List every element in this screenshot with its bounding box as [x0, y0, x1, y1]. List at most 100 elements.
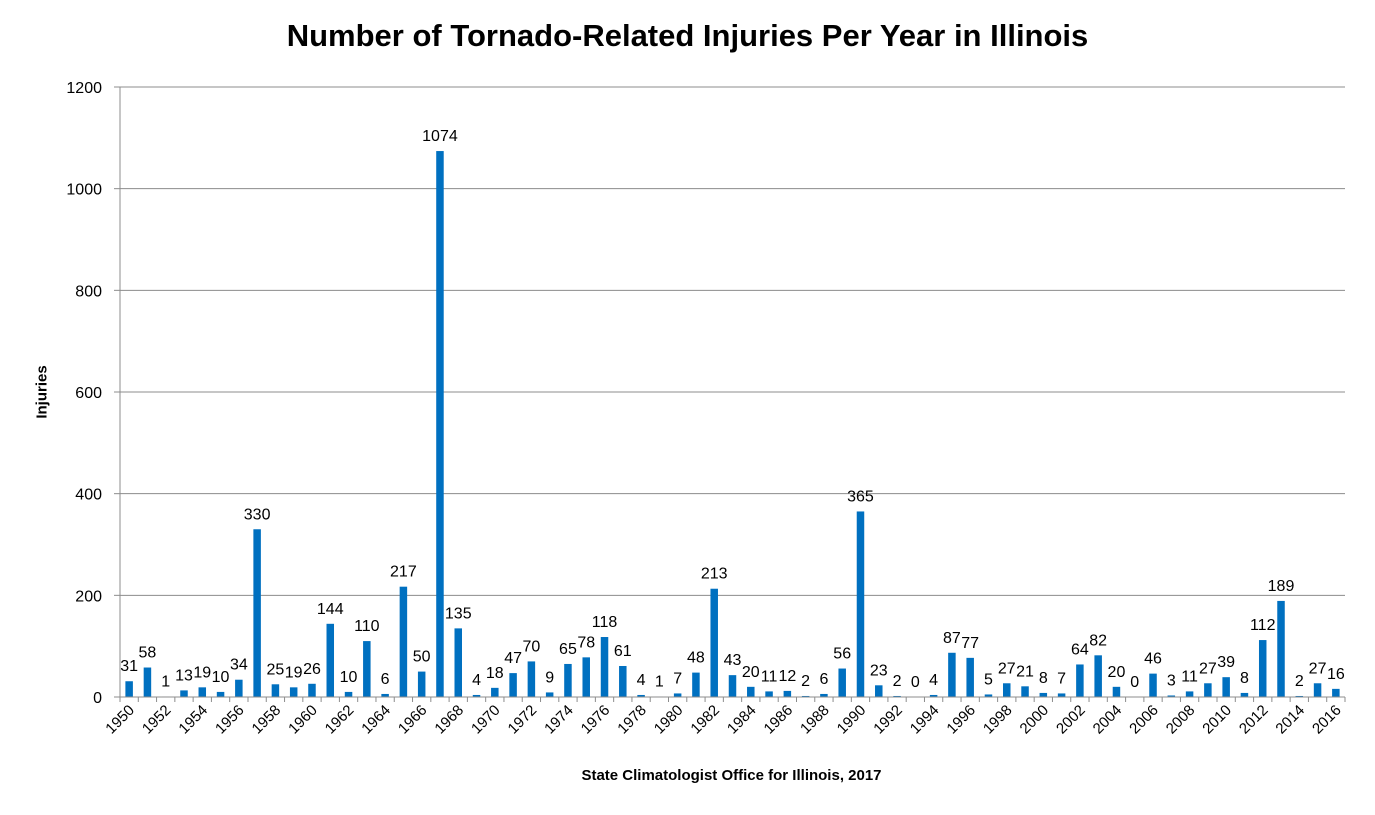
data-label: 8 — [1240, 670, 1249, 687]
x-tick-label: 1982 — [687, 702, 723, 738]
data-label: 1074 — [422, 128, 458, 145]
data-label: 330 — [244, 506, 271, 523]
x-tick-label: 1950 — [102, 702, 138, 738]
data-label: 4 — [472, 672, 481, 689]
bar — [893, 695, 901, 697]
bar — [1167, 695, 1176, 697]
data-label: 20 — [742, 664, 760, 681]
data-label: 27 — [998, 660, 1016, 677]
data-label: 27 — [1309, 660, 1327, 677]
x-tick-label: 1964 — [358, 702, 394, 738]
x-tick-label: 1984 — [724, 702, 760, 738]
y-tick-label: 0 — [93, 690, 102, 707]
x-tick-label: 2000 — [1017, 702, 1053, 738]
bar — [582, 657, 590, 697]
data-label: 12 — [778, 668, 796, 685]
y-tick-label: 200 — [75, 588, 102, 605]
bar — [875, 685, 883, 697]
y-tick-label: 1200 — [66, 80, 102, 97]
data-label: 213 — [701, 566, 728, 583]
data-label: 43 — [724, 652, 742, 669]
bar — [436, 151, 444, 698]
bar — [1094, 655, 1102, 697]
bar — [765, 691, 773, 697]
bar — [673, 693, 682, 697]
x-tick-label: 2014 — [1272, 702, 1308, 738]
bar — [1021, 686, 1029, 697]
data-label: 13 — [175, 667, 193, 684]
x-tick-label: 1990 — [834, 702, 870, 738]
x-tick-label: 1968 — [431, 702, 467, 738]
data-label: 64 — [1071, 641, 1089, 658]
data-label: 23 — [870, 662, 888, 679]
bar — [253, 529, 261, 697]
data-label: 46 — [1144, 651, 1162, 668]
bar — [417, 671, 426, 697]
data-label: 50 — [413, 649, 431, 666]
bar — [948, 652, 956, 697]
bar — [527, 661, 536, 697]
data-label: 26 — [303, 661, 321, 678]
bar — [1057, 693, 1066, 697]
bar — [783, 690, 792, 697]
y-axis: 0 200 400 600 800 1000 1200 — [66, 80, 121, 707]
bar — [289, 687, 298, 697]
bar — [966, 657, 974, 697]
chart-title: Number of Tornado-Related Injuries Per Y… — [286, 18, 1089, 53]
data-label: 217 — [390, 564, 417, 581]
data-label: 9 — [545, 669, 554, 686]
x-tick-label: 1996 — [943, 702, 979, 738]
bar — [509, 673, 517, 697]
gridlines — [120, 86, 1345, 596]
data-label: 1 — [655, 673, 664, 690]
y-tick-label: 800 — [75, 283, 102, 300]
data-label: 70 — [522, 638, 540, 655]
x-tick-label: 1956 — [212, 702, 248, 738]
bar — [271, 684, 280, 697]
bar — [198, 687, 207, 697]
data-label: 144 — [317, 601, 344, 618]
data-label: 110 — [354, 618, 380, 635]
data-label: 16 — [1327, 666, 1345, 683]
data-label: 56 — [833, 646, 851, 663]
data-label: 0 — [911, 674, 920, 691]
x-tick-label: 1970 — [468, 702, 504, 738]
x-tick-label: 1988 — [797, 702, 833, 738]
x-tick-label: 1980 — [651, 702, 687, 738]
bar — [637, 694, 645, 697]
data-label: 11 — [1181, 668, 1198, 685]
bar — [180, 690, 188, 697]
data-label: 112 — [1250, 617, 1276, 634]
bar — [1258, 640, 1267, 697]
x-tick-label: 1976 — [578, 702, 614, 738]
data-label: 34 — [230, 657, 248, 674]
data-label: 27 — [1199, 660, 1217, 677]
x-axis: 1950 1952 1954 1956 1958 1960 1962 1964 1966 1968… — [102, 696, 1346, 738]
bar — [1277, 600, 1285, 697]
data-label: 8 — [1039, 670, 1048, 687]
data-label: 10 — [212, 669, 230, 686]
data-label: 11 — [761, 668, 778, 685]
bar — [1204, 683, 1212, 697]
data-label: 5 — [984, 671, 993, 688]
bar — [564, 663, 572, 697]
bar — [856, 511, 865, 697]
data-label: 6 — [381, 671, 390, 688]
data-label: 61 — [614, 643, 632, 660]
x-tick-label: 1978 — [614, 702, 650, 738]
bar — [125, 681, 133, 697]
bar — [820, 693, 828, 697]
data-label: 20 — [1108, 664, 1126, 681]
data-label: 21 — [1016, 663, 1034, 680]
bar — [1003, 683, 1011, 697]
data-label: 31 — [120, 658, 138, 675]
bar — [363, 641, 371, 697]
x-tick-label: 2004 — [1090, 702, 1126, 738]
x-tick-label: 2006 — [1126, 702, 1162, 738]
bar — [308, 683, 316, 697]
x-tick-label: 1958 — [249, 702, 285, 738]
data-label: 47 — [504, 650, 522, 667]
bar — [619, 665, 627, 697]
data-label: 7 — [673, 670, 682, 687]
